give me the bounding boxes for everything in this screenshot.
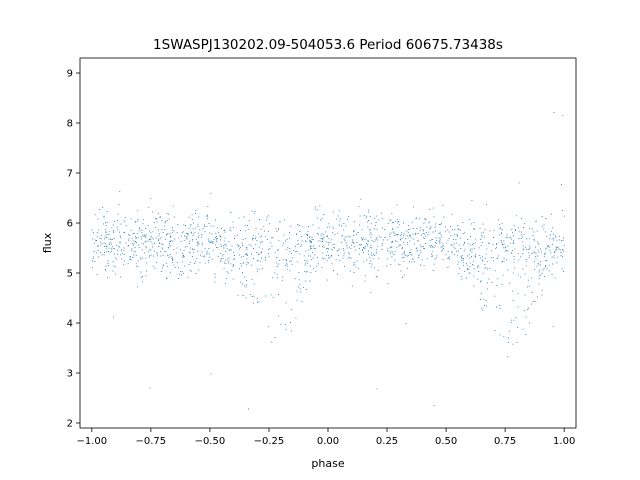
x-tick-label: 0.25 <box>376 436 398 447</box>
y-tick-label: 6 <box>67 219 73 230</box>
x-axis-label: phase <box>311 457 344 470</box>
y-tick-label: 4 <box>67 319 73 330</box>
y-tick-label: 3 <box>67 369 73 380</box>
y-tick-label: 7 <box>67 169 73 180</box>
x-tick-label: 0.75 <box>494 436 516 447</box>
x-tick-label: −0.25 <box>254 436 285 447</box>
x-tick-label: 1.00 <box>553 436 575 447</box>
chart-title: 1SWASPJ130202.09-504053.6 Period 60675.7… <box>153 37 503 53</box>
y-axis-ticks: 2 3 4 5 6 7 8 9 <box>67 69 80 430</box>
x-tick-label: −0.50 <box>195 436 226 447</box>
x-axis-ticks: −1.00 −0.75 −0.50 −0.25 0.00 0.25 0.50 0.75 1.00 <box>76 428 575 447</box>
y-tick-label: 9 <box>67 69 73 80</box>
scatter-point-cloud <box>91 112 565 410</box>
scatter-points <box>91 112 565 410</box>
x-tick-label: −0.75 <box>136 436 167 447</box>
x-tick-label: −1.00 <box>76 436 107 447</box>
x-tick-label: 0.00 <box>317 436 339 447</box>
y-axis-label: flux <box>41 232 54 253</box>
y-tick-label: 5 <box>67 269 73 280</box>
y-tick-label: 2 <box>67 419 73 430</box>
y-tick-label: 8 <box>67 119 73 130</box>
x-tick-label: 0.50 <box>435 436 457 447</box>
